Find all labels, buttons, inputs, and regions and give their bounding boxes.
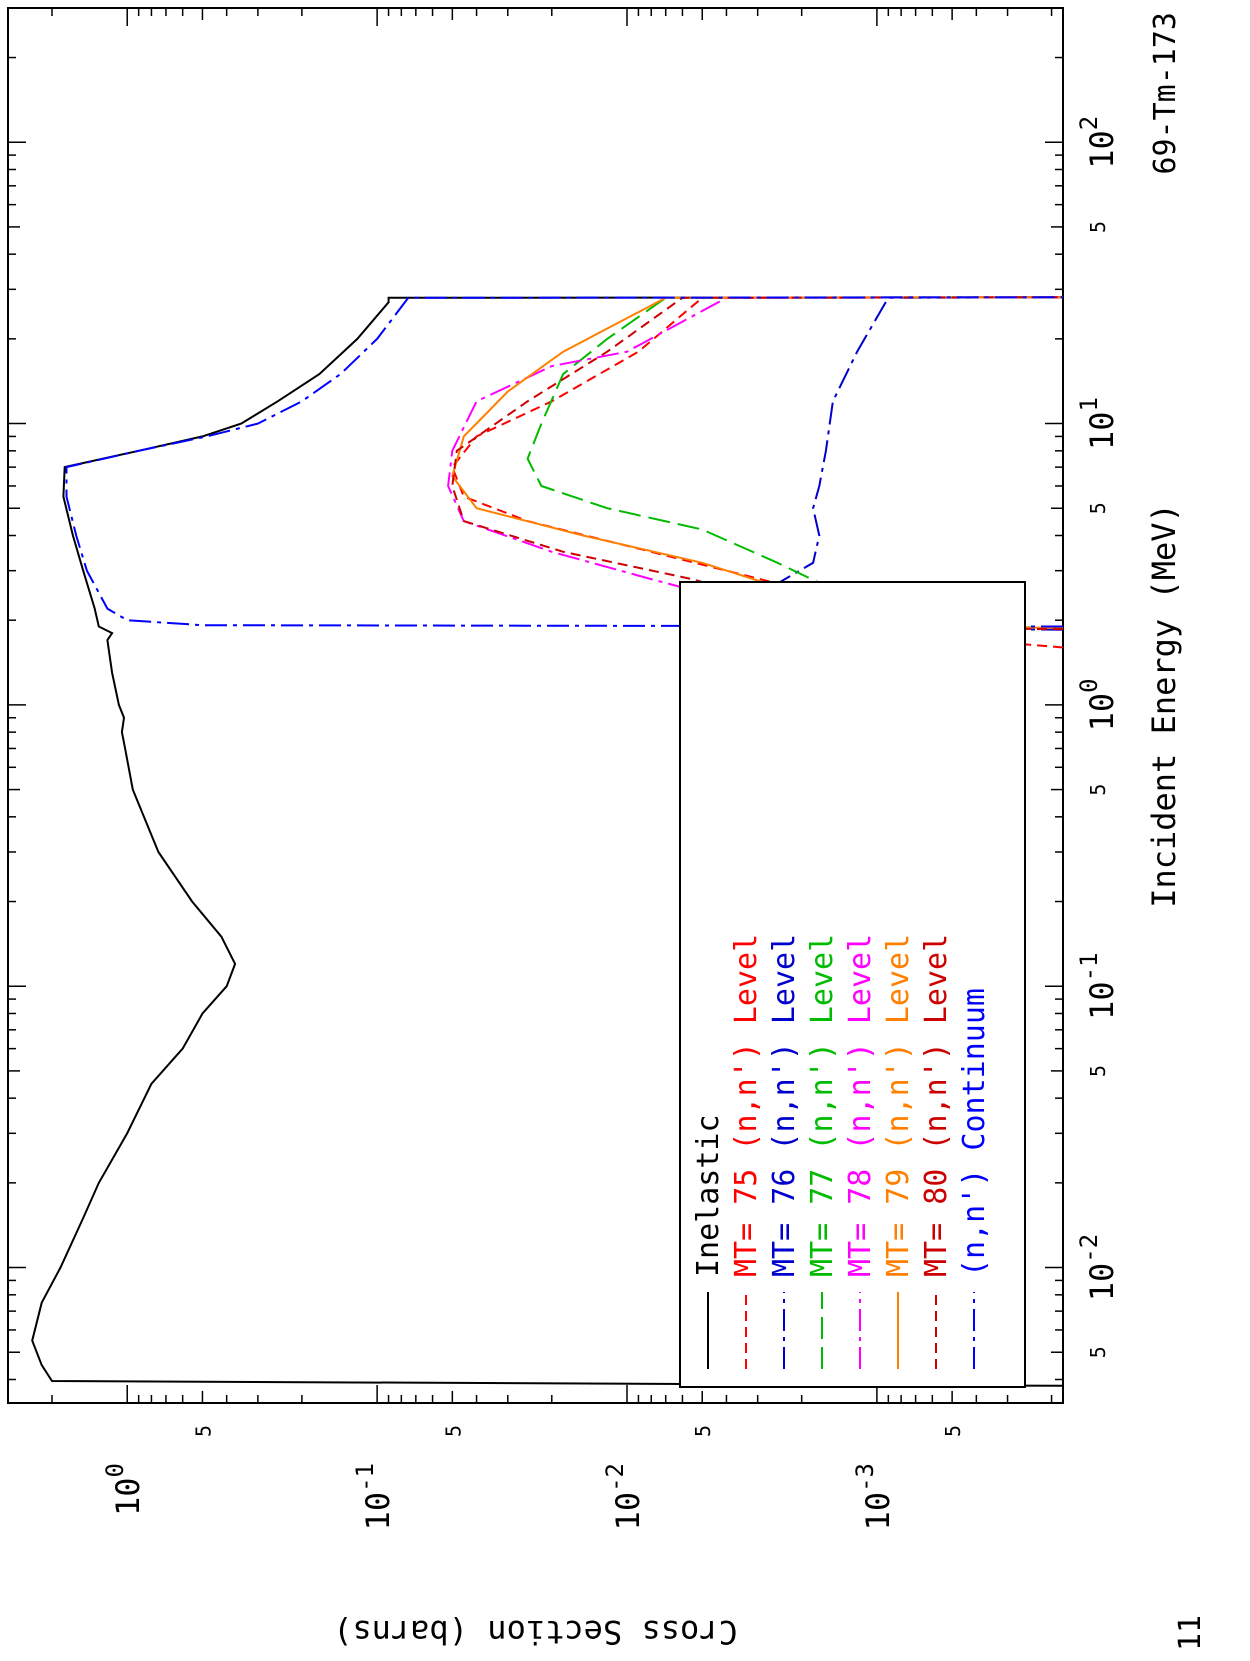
corner-label: 11 (1173, 1615, 1208, 1651)
legend-label-2: MT= 76 (n,n') Level (767, 934, 802, 1277)
series-line-2 (711, 296, 1064, 631)
x-tick-label-2: 100 (1075, 678, 1121, 731)
series-line-7 (65, 296, 1064, 628)
y-minor-label-3: 5 (941, 1425, 965, 1437)
y-tick-label-0: 100 (101, 1463, 147, 1516)
legend-label-0: Inelastic (691, 1114, 726, 1277)
x-minor-label-4: 5 (1086, 221, 1110, 233)
legend-label-4: MT= 78 (n,n') Level (843, 934, 878, 1277)
y-tick-label-1: 10-1 (351, 1463, 397, 1530)
x-minor-label-2: 5 (1086, 784, 1110, 796)
x-minor-label-0: 5 (1086, 1346, 1110, 1358)
legend-label-7: (n,n') Continuum (957, 988, 992, 1277)
chart-title: 69-Tm-173 (1148, 12, 1183, 175)
series-line-3 (526, 296, 1064, 629)
y-axis-label: Cross Section (barns) (333, 1613, 738, 1651)
x-tick-label-0: 10-2 (1075, 1234, 1121, 1301)
rotated-plot-group: 10-2 10-1 100 101 102 5 5 5 5 5 100 10-1 10-2 10-3 5 5 5… (7, 7, 1208, 1651)
x-minor-label-3: 5 (1086, 502, 1110, 514)
series-line-6 (451, 296, 1064, 631)
legend: Inelastic MT= 75 (n,n') Level MT= 76 (n,n'… (679, 581, 1026, 1388)
y-minor-label-2: 5 (691, 1425, 715, 1437)
x-axis-label: Incident Energy (MeV) (1145, 503, 1183, 908)
series-line-5 (451, 296, 1064, 629)
series-line-0 (31, 296, 1064, 1387)
y-tick-label-3: 10-3 (851, 1463, 897, 1530)
legend-box (679, 581, 1026, 1388)
x-tick-label-1: 10-1 (1075, 952, 1121, 1019)
x-tick-label-4: 102 (1075, 116, 1121, 169)
y-minor-label-0: 5 (191, 1425, 215, 1437)
x-tick-label-3: 101 (1075, 397, 1121, 450)
ticks-layer: 10-2 10-1 100 101 102 5 5 5 5 5 100 10-1 10-2 10-3 5 5 5… (7, 7, 1121, 1530)
x-minor-label-1: 5 (1086, 1065, 1110, 1077)
legend-label-1: MT= 75 (n,n') Level (729, 934, 764, 1277)
legend-label-6: MT= 80 (n,n') Level (919, 934, 954, 1277)
y-tick-label-2: 10-2 (601, 1463, 647, 1530)
legend-label-5: MT= 79 (n,n') Level (881, 934, 916, 1277)
y-minor-label-1: 5 (441, 1425, 465, 1437)
series-line-4 (447, 296, 1064, 629)
legend-label-3: MT= 77 (n,n') Level (805, 934, 840, 1277)
